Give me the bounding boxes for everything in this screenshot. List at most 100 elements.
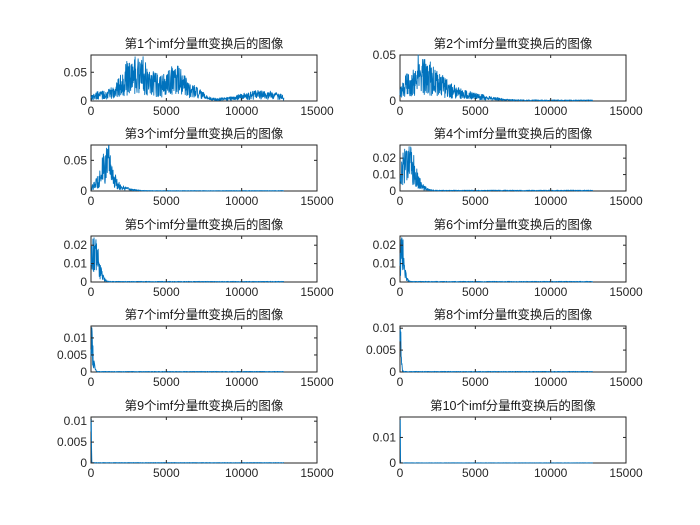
y-tick-label: 0 [80,365,87,379]
x-tick-label: 15000 [300,104,334,118]
fft-spectrum-line [399,54,594,102]
x-tick-label: 5000 [462,285,489,299]
x-tick-label: 5000 [462,466,489,480]
y-tick-label: 0 [389,94,396,108]
x-tick-label: 5000 [153,194,180,208]
axes-box [399,144,627,192]
fft-spectrum-line [399,146,594,192]
x-tick-label: 10000 [225,104,259,118]
subplot-title: 第1个imf分量fft变换后的图像 [125,36,284,51]
fft-spectrum-line [90,237,285,283]
y-tick-label: 0 [389,365,396,379]
x-tick-label: 0 [88,466,95,480]
x-tick-label: 10000 [534,104,568,118]
x-tick-label: 0 [88,375,95,389]
y-tick-label: 0 [80,94,87,108]
y-tick-label: 0.02 [64,238,88,252]
axes-box [90,416,318,464]
subplot-3: 第3个imf分量fft变换后的图像 0 5000 10000 15000 0 0.05 [64,126,334,208]
y-tick-label: 0.05 [64,153,88,167]
subplot-title: 第5个imf分量fft变换后的图像 [125,217,284,232]
x-tick-label: 10000 [225,285,259,299]
axes-box [399,416,627,464]
y-tick-label: 0.01 [373,257,397,271]
y-tick-label: 0.05 [373,48,397,62]
subplot-title: 第8个imf分量fft变换后的图像 [434,307,593,322]
fft-spectrum-line [90,418,285,464]
fft-spectrum-line [90,56,285,102]
subplot-title: 第4个imf分量fft变换后的图像 [434,126,593,141]
x-tick-label: 5000 [462,104,489,118]
y-tick-label: 0.05 [64,65,88,79]
x-tick-label: 15000 [300,466,334,480]
subplot-1: 第1个imf分量fft变换后的图像 0 5000 10000 15000 0 0.05 [64,36,334,118]
x-tick-label: 10000 [534,285,568,299]
x-tick-label: 15000 [300,375,334,389]
subplot-10: 第10个imf分量fft变换后的图像 0 5000 10000 15000 0 0.01 [373,398,643,480]
x-tick-label: 5000 [153,285,180,299]
x-tick-label: 5000 [153,104,180,118]
y-tick-label: 0.01 [373,168,397,182]
subplot-title: 第3个imf分量fft变换后的图像 [125,126,284,141]
x-tick-label: 15000 [300,285,334,299]
y-tick-label: 0 [80,184,87,198]
x-tick-label: 10000 [534,194,568,208]
y-tick-label: 0 [80,275,87,289]
fft-spectrum-line [90,327,285,373]
fft-spectrum-line [399,237,594,283]
y-tick-label: 0 [389,184,396,198]
x-tick-label: 5000 [462,194,489,208]
subplot-2: 第2个imf分量fft变换后的图像 0 5000 10000 15000 0 0.05 [373,36,643,118]
subplot-title: 第2个imf分量fft变换后的图像 [434,36,593,51]
x-tick-label: 10000 [225,375,259,389]
subplot-9: 第9个imf分量fft变换后的图像 0 5000 10000 15000 0 0.005 0.… [57,398,334,480]
x-tick-label: 10000 [534,375,568,389]
y-tick-label: 0.005 [366,343,396,357]
axes-box [90,235,318,283]
x-tick-label: 0 [88,104,95,118]
x-tick-label: 0 [397,375,404,389]
x-tick-label: 15000 [609,375,643,389]
y-tick-label: 0 [389,275,396,289]
axes-box [90,325,318,373]
y-tick-label: 0.01 [64,414,88,428]
x-tick-label: 0 [88,194,95,208]
fft-spectrum-line [399,327,594,373]
x-tick-label: 15000 [609,466,643,480]
x-tick-label: 15000 [300,194,334,208]
axes-box [399,235,627,283]
y-tick-label: 0 [80,456,87,470]
x-tick-label: 10000 [225,466,259,480]
x-tick-label: 0 [397,466,404,480]
y-tick-label: 0.005 [57,435,87,449]
x-tick-label: 10000 [225,194,259,208]
x-tick-label: 10000 [534,466,568,480]
y-tick-label: 0.02 [373,151,397,165]
x-tick-label: 5000 [153,466,180,480]
y-tick-label: 0.01 [373,430,397,444]
fft-spectrum-line [90,145,285,192]
subplot-8: 第8个imf分量fft变换后的图像 0 5000 10000 15000 0 0.005 0.… [366,307,643,389]
x-tick-label: 15000 [609,104,643,118]
x-tick-label: 0 [397,194,404,208]
fft-spectrum-line [399,419,594,464]
subplot-title: 第6个imf分量fft变换后的图像 [434,217,593,232]
y-tick-label: 0.01 [64,331,88,345]
x-tick-label: 5000 [153,375,180,389]
axes-box [90,144,318,192]
x-tick-label: 0 [88,285,95,299]
y-tick-label: 0.005 [57,348,87,362]
y-tick-label: 0 [389,456,396,470]
subplot-title: 第7个imf分量fft变换后的图像 [125,307,284,322]
x-tick-label: 0 [397,285,404,299]
subplot-title: 第10个imf分量fft变换后的图像 [430,398,596,413]
x-tick-label: 15000 [609,285,643,299]
y-tick-label: 0.01 [373,321,397,335]
y-tick-label: 0.01 [64,257,88,271]
axes-box [399,325,627,373]
